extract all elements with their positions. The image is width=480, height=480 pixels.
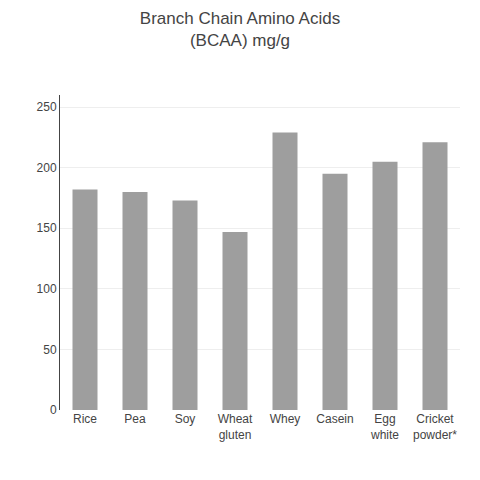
svg-text:150: 150 [37,221,57,235]
svg-text:250: 250 [37,100,57,114]
svg-text:Cricketpowder*: Cricketpowder* [413,412,457,442]
svg-text:100: 100 [37,282,57,296]
svg-text:Eggwhite: Eggwhite [370,412,399,442]
svg-text:Casein: Casein [316,412,353,426]
svg-text:0: 0 [50,403,57,417]
svg-text:Soy: Soy [175,412,196,426]
svg-text:200: 200 [37,161,57,175]
svg-text:50: 50 [43,343,57,357]
svg-text:Wheatgluten: Wheatgluten [218,412,253,442]
svg-text:Branch Chain Amino Acids(BCAA): Branch Chain Amino Acids(BCAA) mg/g [140,9,340,50]
svg-text:Pea: Pea [124,412,146,426]
svg-text:Rice: Rice [73,412,97,426]
svg-text:Whey: Whey [270,412,301,426]
